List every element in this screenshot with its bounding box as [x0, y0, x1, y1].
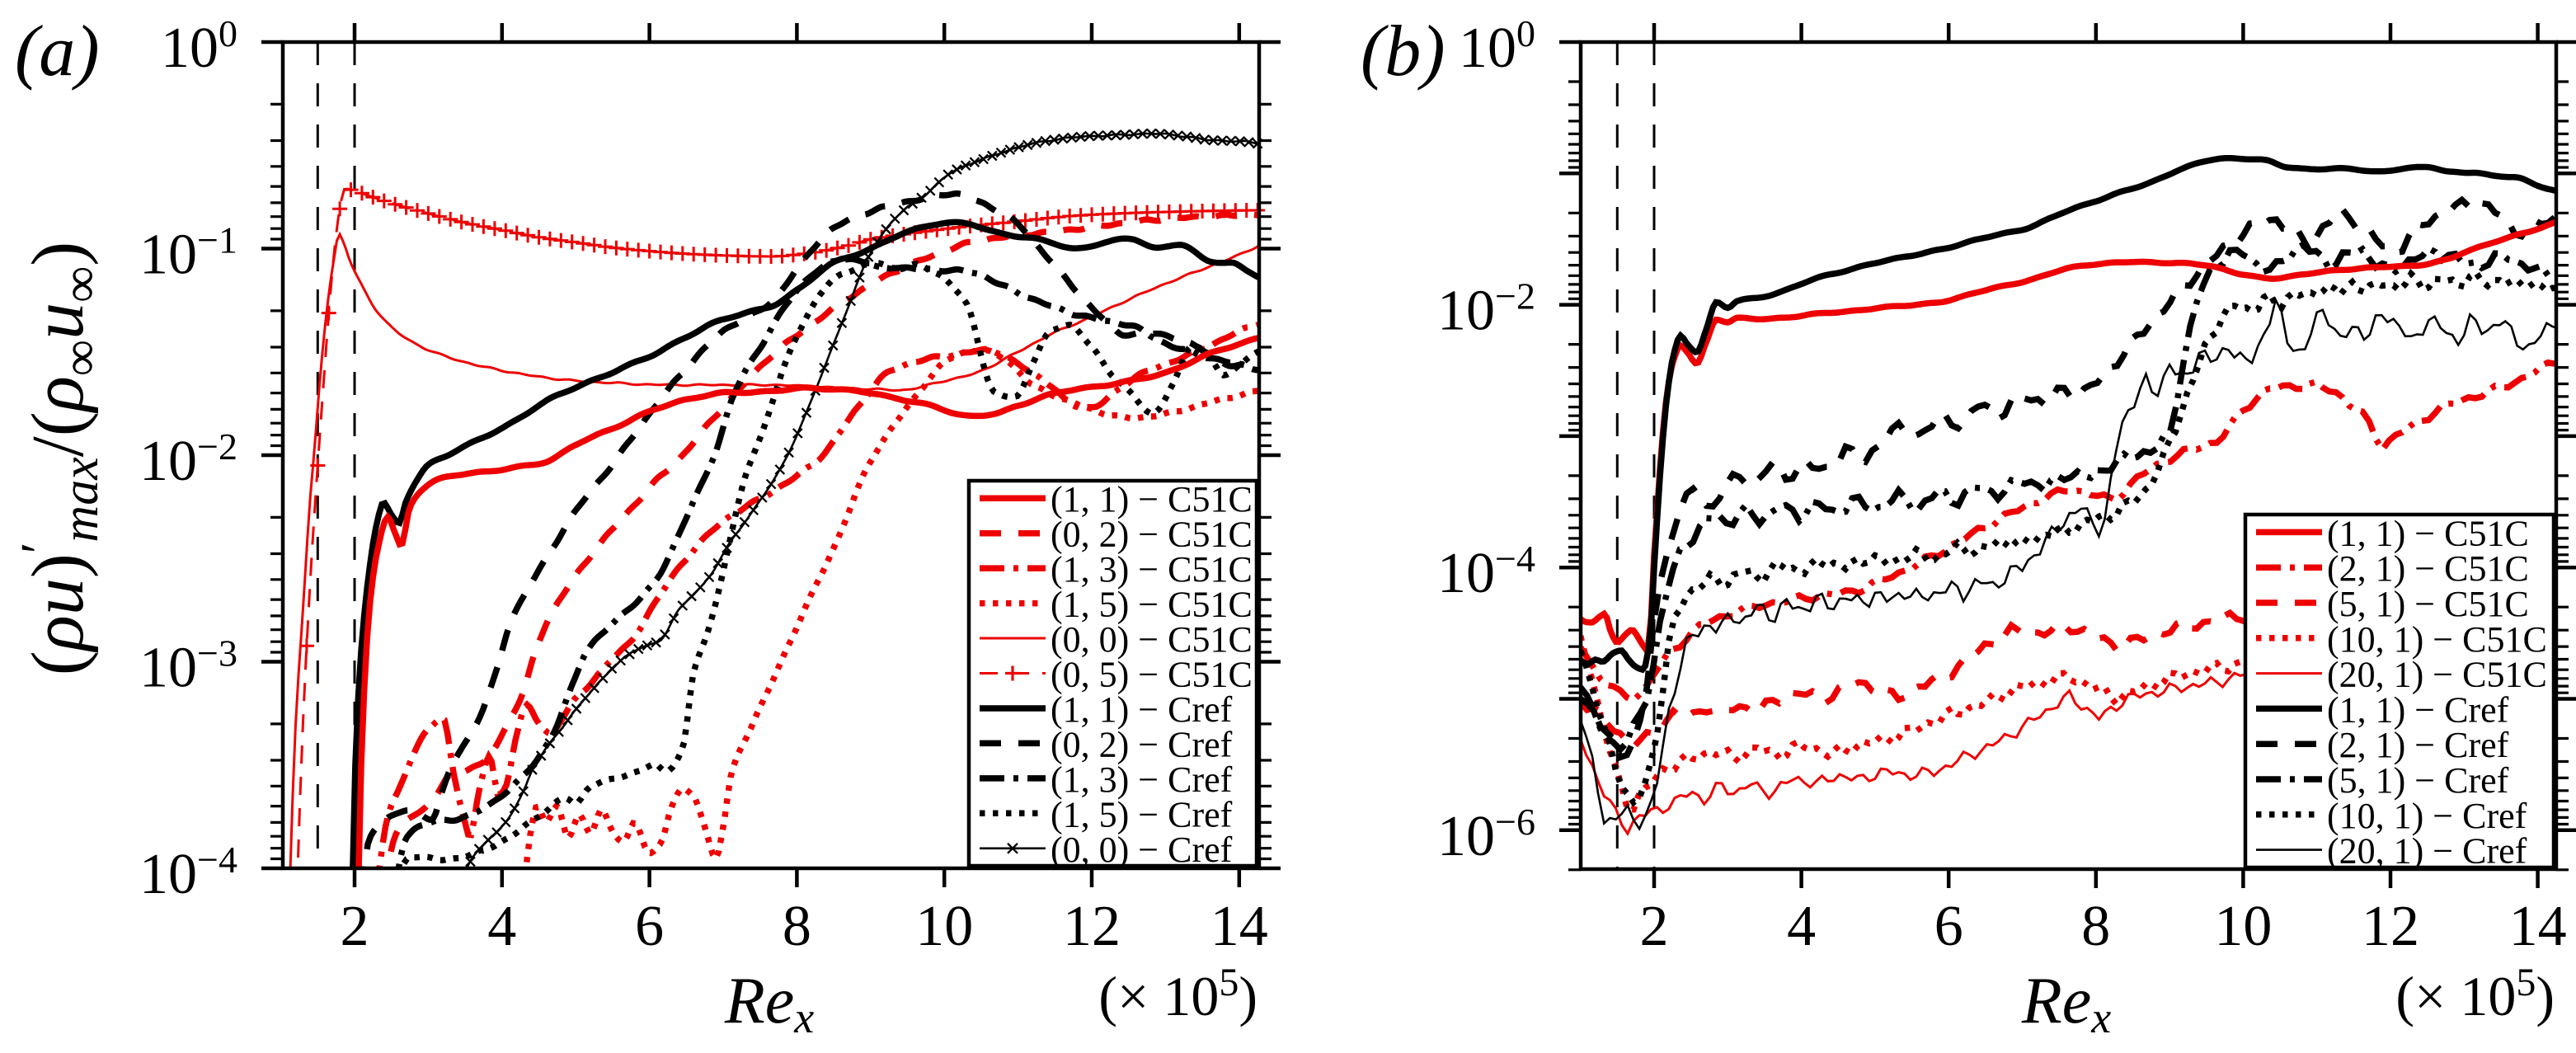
svg-text:(1, 1) − Cref: (1, 1) − Cref — [1051, 689, 1233, 730]
svg-text:10: 10 — [2214, 895, 2272, 958]
svg-text:8: 8 — [2081, 895, 2110, 958]
svg-text:(1, 1) − Cref: (1, 1) − Cref — [2327, 689, 2509, 730]
svg-text:(1, 5) − Cref: (1, 5) − Cref — [1051, 794, 1233, 834]
svg-text:(2, 1) − C51C: (2, 1) − C51C — [2327, 548, 2529, 589]
svg-text:(0, 0) − C51C: (0, 0) − C51C — [1051, 619, 1253, 660]
svg-text:8: 8 — [783, 895, 811, 958]
svg-text:(5, 1) − Cref: (5, 1) − Cref — [2327, 760, 2509, 801]
svg-text:(b): (b) — [1361, 12, 1445, 92]
svg-text:100: 100 — [1459, 12, 1535, 80]
svg-text:12: 12 — [1063, 895, 1121, 958]
svg-text:10: 10 — [915, 895, 973, 958]
svg-text:(1, 3) − Cref: (1, 3) − Cref — [1051, 759, 1233, 800]
svg-text:(0, 2) − C51C: (0, 2) − C51C — [1051, 515, 1253, 555]
svg-text:(5, 1) − C51C: (5, 1) − C51C — [2327, 584, 2529, 624]
svg-text:(1, 5) − C51C: (1, 5) − C51C — [1051, 585, 1253, 625]
svg-text:(0, 0) − Cref: (0, 0) − Cref — [1051, 830, 1233, 870]
svg-text:(10, 1) − C51C: (10, 1) − C51C — [2327, 619, 2547, 660]
svg-text:(10, 1) − Cref: (10, 1) − Cref — [2327, 796, 2527, 836]
svg-text:(20, 1) − C51C: (20, 1) − C51C — [2327, 655, 2547, 695]
svg-text:14: 14 — [1210, 895, 1268, 958]
svg-text:10−6: 10−6 — [1437, 801, 1535, 868]
svg-text:14: 14 — [2509, 895, 2567, 958]
svg-text:12: 12 — [2362, 895, 2419, 958]
svg-text:2: 2 — [1640, 895, 1669, 958]
svg-text:100: 100 — [161, 12, 237, 80]
svg-text:(1, 1) − C51C: (1, 1) − C51C — [2327, 513, 2529, 553]
svg-text:10−2: 10−2 — [139, 425, 237, 493]
svg-text:(2, 1) − Cref: (2, 1) − Cref — [2327, 725, 2509, 765]
svg-text:(0, 5) − C51C: (0, 5) − C51C — [1051, 655, 1253, 695]
svg-text:6: 6 — [1934, 895, 1963, 958]
svg-text:(1, 3) − C51C: (1, 3) − C51C — [1051, 549, 1253, 590]
svg-text:(1, 1) − C51C: (1, 1) − C51C — [1051, 479, 1253, 519]
svg-text:4: 4 — [487, 895, 516, 958]
svg-text:2: 2 — [341, 895, 369, 958]
svg-text:6: 6 — [635, 895, 664, 958]
svg-text:4: 4 — [1787, 895, 1816, 958]
svg-text:(20, 1) − Cref: (20, 1) − Cref — [2327, 831, 2527, 872]
svg-text:(a): (a) — [15, 12, 100, 92]
svg-text:(0, 2) − Cref: (0, 2) − Cref — [1051, 724, 1233, 764]
